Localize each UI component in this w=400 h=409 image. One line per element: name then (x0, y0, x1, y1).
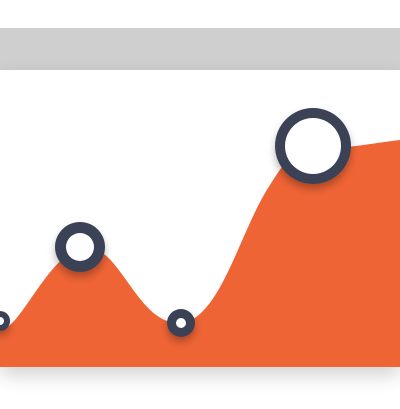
marker-high-icon (275, 108, 351, 184)
marker-valley-center (176, 318, 186, 328)
top-bar (0, 28, 400, 70)
marker-left-icon (0, 311, 10, 331)
area-shape (0, 140, 400, 367)
marker-peak-icon (55, 222, 105, 272)
marker-left-ring (0, 311, 10, 331)
marker-valley-icon (167, 309, 195, 337)
marker-left-center (0, 317, 4, 325)
marker-peak-center (66, 233, 94, 261)
marker-high-center (285, 118, 341, 174)
